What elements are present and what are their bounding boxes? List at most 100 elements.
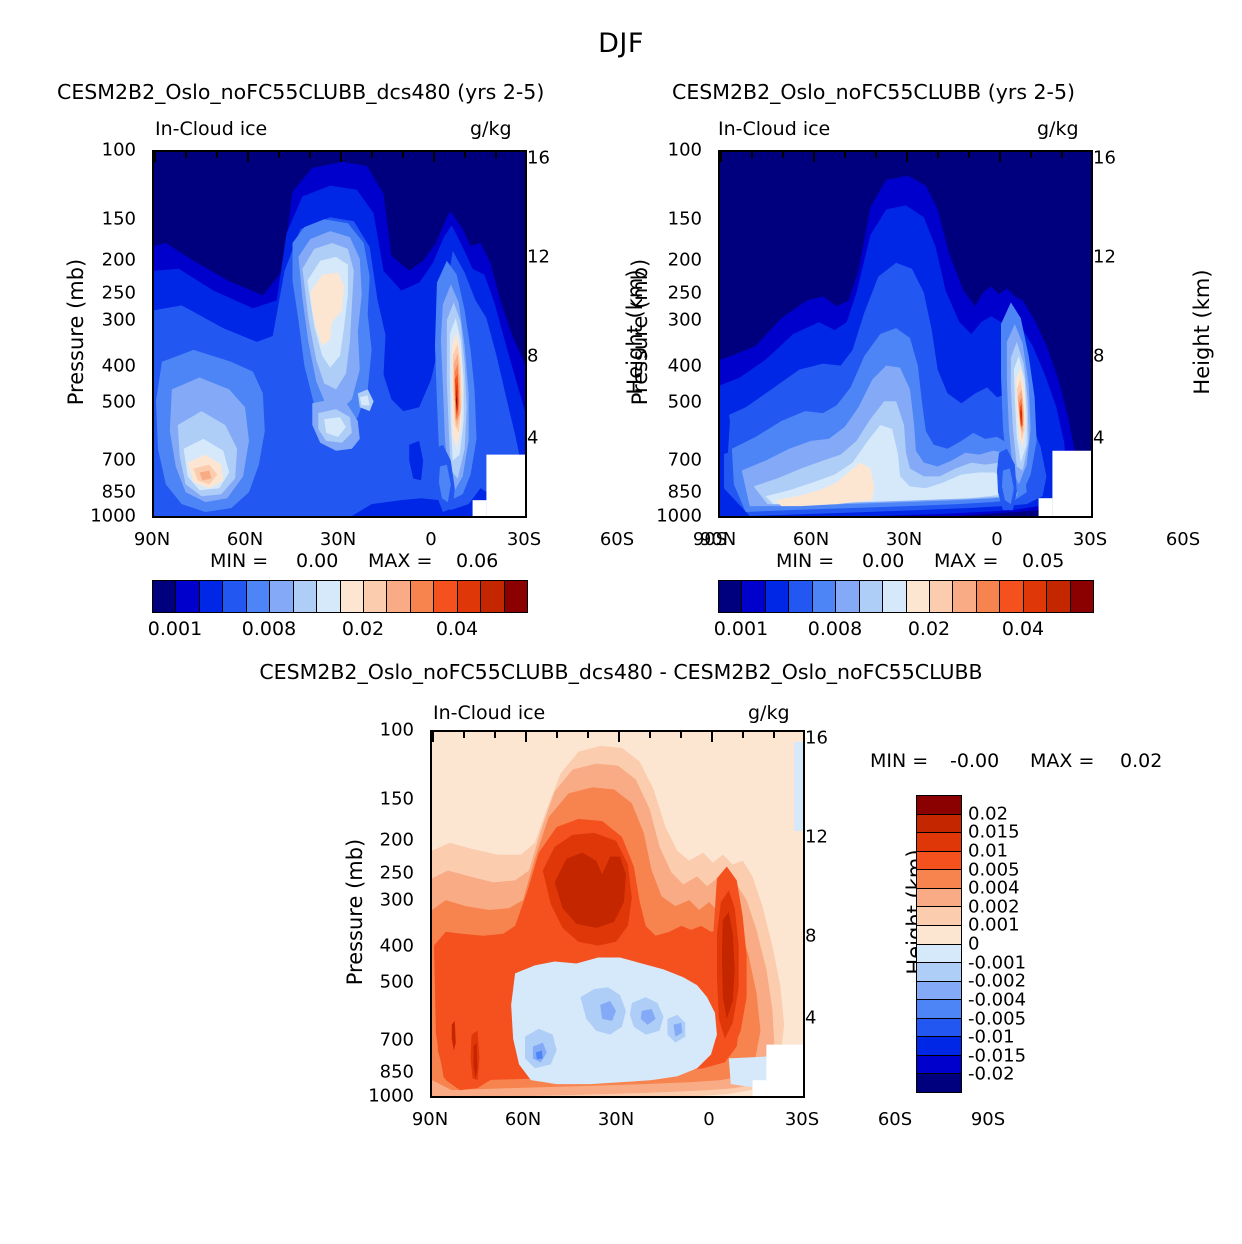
right-panel-max-value: 0.05 xyxy=(1022,550,1064,572)
tick-top-minor xyxy=(773,731,775,738)
diff-panel-min-label: MIN = xyxy=(870,750,928,772)
tick-top-minor xyxy=(844,151,846,158)
tick-pressure-150 xyxy=(152,221,153,223)
tick-lat-minor xyxy=(216,517,218,518)
yrlabel-12: 12 xyxy=(1093,247,1116,268)
tick-pressure-850 xyxy=(152,494,153,496)
tick-lat-90N xyxy=(720,517,722,518)
right-colorbar-label-3: 0.04 xyxy=(1002,618,1044,640)
tick-top-minor xyxy=(1061,151,1063,158)
colorbar-cell-7 xyxy=(317,581,340,612)
ylabel-700: 700 xyxy=(602,450,702,471)
colorbar-cell-11 xyxy=(411,581,434,612)
colorbar-cell-13 xyxy=(458,581,481,612)
xlabel-60S: 60S xyxy=(878,1109,912,1130)
tick-pressure-100 xyxy=(152,152,153,154)
colorbar-cell-9 xyxy=(930,581,953,612)
tick-top-minor xyxy=(495,151,497,158)
colorbar-cell-8 xyxy=(341,581,364,612)
tick-top-major xyxy=(340,151,342,162)
tick-pressure-250 xyxy=(718,295,719,297)
colorbar-cell-5 xyxy=(836,581,859,612)
left-panel-max-label: MAX = xyxy=(368,550,432,572)
tick-lat-60N xyxy=(813,517,815,518)
legend-cell-2 xyxy=(917,833,961,852)
colorbar-cell-9 xyxy=(364,581,387,612)
tick-lat-minor xyxy=(464,517,466,518)
ylabel-700: 700 xyxy=(314,1030,414,1051)
tick-top-major xyxy=(906,151,908,162)
diff-panel-max-label: MAX = xyxy=(1030,750,1094,772)
tick-top-minor xyxy=(1030,151,1032,158)
tick-lat-minor xyxy=(844,517,846,518)
tick-pressure-200 xyxy=(430,842,431,844)
tick-lat-minor xyxy=(495,517,497,518)
tick-top-minor xyxy=(464,151,466,158)
tick-top-minor xyxy=(587,731,589,738)
colorbar-cell-15 xyxy=(1071,581,1093,612)
tick-lat-minor xyxy=(875,517,877,518)
colorbar-cell-12 xyxy=(1000,581,1023,612)
tick-lat-30S xyxy=(433,517,435,518)
ylabel-500: 500 xyxy=(602,392,702,413)
left-panel-variable-label: In-Cloud ice xyxy=(155,118,267,140)
right-panel-title: CESM2B2_Oslo_noFC55CLUBB (yrs 2-5) xyxy=(672,80,1075,104)
tick-pressure-100 xyxy=(718,152,719,154)
colorbar-cell-2 xyxy=(766,581,789,612)
tick-pressure-850 xyxy=(718,494,719,496)
right-panel-min-value: 0.00 xyxy=(862,550,904,572)
tick-pressure-700 xyxy=(152,462,153,464)
colorbar-cell-13 xyxy=(1024,581,1047,612)
tick-pressure-200 xyxy=(718,262,719,264)
legend-cell-11 xyxy=(917,1000,961,1019)
tick-pressure-400 xyxy=(718,368,719,370)
legend-cell-10 xyxy=(917,982,961,1001)
xlabel-60S: 60S xyxy=(600,529,634,550)
tick-pressure-300 xyxy=(718,322,719,324)
colorbar-cell-14 xyxy=(1047,581,1070,612)
ylabel-200: 200 xyxy=(602,250,702,271)
tick-top-minor xyxy=(402,151,404,158)
tick-lat-minor xyxy=(309,517,311,518)
tick-lat-minor xyxy=(937,517,939,518)
legend-cell-8 xyxy=(917,945,961,964)
diff-panel-legend-colorbar[interactable] xyxy=(916,795,962,1093)
tick-lat-30N xyxy=(340,517,342,518)
tick-top-minor xyxy=(937,151,939,158)
tick-top-minor xyxy=(494,731,496,738)
xlabel-30S: 30S xyxy=(1073,529,1107,550)
tick-lat-30N xyxy=(906,517,908,518)
xlabel-0: 0 xyxy=(425,529,436,550)
right-colorbar-label-0: 0.001 xyxy=(714,618,768,640)
colorbar-cell-6 xyxy=(860,581,883,612)
ylabel-300: 300 xyxy=(36,310,136,331)
tick-lat-minor xyxy=(773,1097,775,1098)
tick-top-minor xyxy=(216,151,218,158)
diff-panel-variable-label: In-Cloud ice xyxy=(433,702,545,724)
left-panel-colorbar[interactable] xyxy=(152,580,528,613)
tick-pressure-400 xyxy=(152,368,153,370)
tick-top-minor xyxy=(742,731,744,738)
colorbar-cell-11 xyxy=(977,581,1000,612)
tick-lat-minor xyxy=(751,517,753,518)
xlabel-30S: 30S xyxy=(507,529,541,550)
xlabel-60S: 60S xyxy=(1166,529,1200,550)
xlabel-60N: 60N xyxy=(505,1109,541,1130)
right-panel-units-label: g/kg xyxy=(1037,118,1079,140)
colorbar-cell-0 xyxy=(719,581,742,612)
tick-top-minor xyxy=(371,151,373,158)
tick-lat-30S xyxy=(999,517,1001,518)
colorbar-cell-10 xyxy=(953,581,976,612)
ylabel-400: 400 xyxy=(314,936,414,957)
tick-pressure-150 xyxy=(718,221,719,223)
tick-top-minor xyxy=(556,731,558,738)
ylabel-200: 200 xyxy=(314,830,414,851)
tick-lat-90N xyxy=(432,1097,434,1098)
diff-panel-y-axis-title: Pressure (mb) xyxy=(343,832,367,992)
tick-lat-minor xyxy=(278,517,280,518)
colorbar-cell-3 xyxy=(789,581,812,612)
right-panel-colorbar[interactable] xyxy=(718,580,1094,613)
yrlabel-12: 12 xyxy=(527,247,550,268)
tick-pressure-500 xyxy=(152,404,153,406)
colorbar-cell-7 xyxy=(883,581,906,612)
